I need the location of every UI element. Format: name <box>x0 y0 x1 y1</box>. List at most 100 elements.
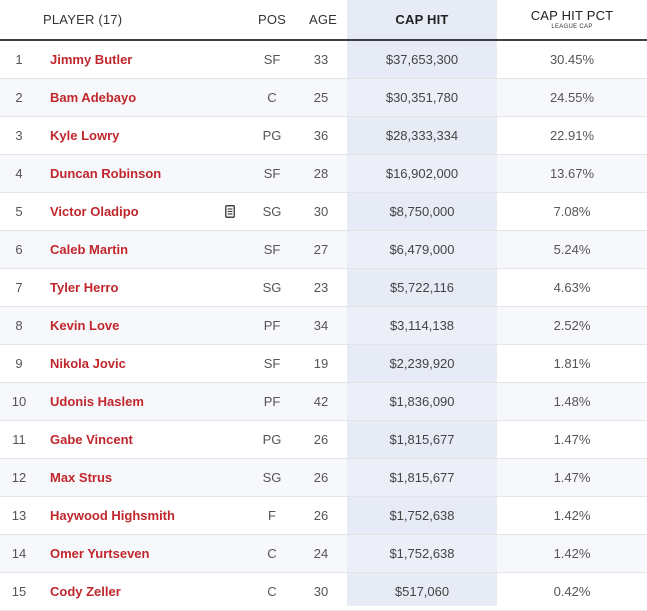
table-row: 3 Kyle Lowry PG 36 $28,333,334 22.91% <box>0 117 647 155</box>
cap-hit-pct-label: CAP HIT PCT <box>530 7 614 23</box>
rank-cell: 10 <box>11 394 27 409</box>
note-cell <box>224 383 236 420</box>
rank-cell: 11 <box>12 432 26 447</box>
player-name-link[interactable]: Tyler Herro <box>50 280 119 295</box>
table-row: 4 Duncan Robinson SF 28 $16,902,000 13.6… <box>0 155 647 193</box>
document-icon[interactable] <box>225 205 235 218</box>
player-name-link[interactable]: Caleb Martin <box>50 242 129 257</box>
note-cell <box>224 117 236 154</box>
player-name-link[interactable]: Udonis Haslem <box>50 394 144 409</box>
rank-cell: 3 <box>15 128 23 143</box>
rank-cell: 8 <box>15 318 23 333</box>
rank-cell: 2 <box>15 90 23 105</box>
table-row: 14 Omer Yurtseven C 24 $1,752,638 1.42% <box>0 535 647 573</box>
age-cell: 36 <box>313 128 329 143</box>
note-cell <box>224 535 236 572</box>
age-cell: 33 <box>313 52 329 67</box>
cap-hit-pct-cell: 1.42% <box>553 508 591 523</box>
table-body: 1 Jimmy Butler SF 33 $37,653,300 30.45% … <box>0 41 647 611</box>
rank-cell: 12 <box>11 470 27 485</box>
table-row: 10 Udonis Haslem PF 42 $1,836,090 1.48% <box>0 383 647 421</box>
table-row: 2 Bam Adebayo C 25 $30,351,780 24.55% <box>0 79 647 117</box>
note-cell <box>224 421 236 458</box>
position-cell: C <box>267 90 277 105</box>
position-cell: C <box>267 546 277 561</box>
player-name-link[interactable]: Omer Yurtseven <box>50 546 150 561</box>
age-cell: 42 <box>313 394 329 409</box>
player-name-link[interactable]: Jimmy Butler <box>50 52 133 67</box>
position-cell: C <box>267 584 277 599</box>
position-cell: SF <box>263 242 281 257</box>
note-cell <box>224 497 236 534</box>
position-cell: SG <box>262 280 282 295</box>
cap-hit-cell: $30,351,780 <box>385 90 459 105</box>
rank-cell: 15 <box>11 584 27 599</box>
cap-hit-pct-cell: 1.81% <box>553 356 591 371</box>
rank-cell: 1 <box>15 52 23 67</box>
player-name-link[interactable]: Gabe Vincent <box>50 432 133 447</box>
note-cell <box>224 573 236 610</box>
cap-hit-cell: $1,752,638 <box>389 508 455 523</box>
table-row: 13 Haywood Highsmith F 26 $1,752,638 1.4… <box>0 497 647 535</box>
cap-hit-cell: $517,060 <box>394 584 450 599</box>
cap-hit-cell: $1,815,677 <box>389 432 455 447</box>
player-name-link[interactable]: Max Strus <box>50 470 113 485</box>
cap-hit-pct-cell: 1.47% <box>553 432 591 447</box>
column-header-pos[interactable]: POS <box>258 12 287 27</box>
cap-hit-cell: $5,722,116 <box>389 280 455 295</box>
position-cell: PF <box>263 318 281 333</box>
player-name-link[interactable]: Kevin Love <box>50 318 120 333</box>
age-cell: 26 <box>313 508 329 523</box>
column-header-cap-hit[interactable]: CAP HIT <box>395 12 449 27</box>
table-row: 7 Tyler Herro SG 23 $5,722,116 4.63% <box>0 269 647 307</box>
table-row: 11 Gabe Vincent PG 26 $1,815,677 1.47% <box>0 421 647 459</box>
cap-hit-pct-cell: 22.91% <box>549 128 595 143</box>
position-cell: SF <box>263 52 281 67</box>
cap-hit-cell: $2,239,920 <box>389 356 455 371</box>
position-cell: PF <box>263 394 281 409</box>
column-header-age[interactable]: AGE <box>309 12 338 27</box>
player-name-link[interactable]: Victor Oladipo <box>50 204 139 219</box>
note-cell <box>224 155 236 192</box>
cap-hit-cell: $16,902,000 <box>385 166 459 181</box>
age-cell: 26 <box>313 470 329 485</box>
cap-hit-cell: $37,653,300 <box>385 52 459 67</box>
age-cell: 28 <box>313 166 329 181</box>
note-cell <box>224 345 236 382</box>
cap-hit-pct-cell: 30.45% <box>549 52 595 67</box>
note-cell <box>224 307 236 344</box>
player-name-link[interactable]: Cody Zeller <box>50 584 121 599</box>
position-cell: SG <box>262 204 282 219</box>
player-name-link[interactable]: Haywood Highsmith <box>50 508 175 523</box>
position-cell: SG <box>262 470 282 485</box>
cap-hit-cell: $1,815,677 <box>389 470 455 485</box>
player-name-link[interactable]: Nikola Jovic <box>50 356 126 371</box>
cap-hit-cell: $1,752,638 <box>389 546 455 561</box>
player-name-link[interactable]: Kyle Lowry <box>50 128 120 143</box>
rank-cell: 5 <box>15 204 23 219</box>
column-header-cap-hit-pct[interactable]: CAP HIT PCT LEAGUE CAP <box>497 0 647 39</box>
position-cell: PG <box>262 128 282 143</box>
player-name-link[interactable]: Duncan Robinson <box>50 166 162 181</box>
cap-hit-pct-cell: 1.48% <box>553 394 591 409</box>
cap-hit-cell: $1,836,090 <box>389 394 455 409</box>
age-cell: 19 <box>313 356 329 371</box>
table-row: 8 Kevin Love PF 34 $3,114,138 2.52% <box>0 307 647 345</box>
table-header: PLAYER (17) POS AGE CAP HIT CAP HIT PCT … <box>0 0 647 41</box>
age-cell: 27 <box>313 242 329 257</box>
league-cap-sublabel: LEAGUE CAP <box>551 23 593 30</box>
position-cell: PG <box>262 432 282 447</box>
player-name-link[interactable]: Bam Adebayo <box>50 90 137 105</box>
age-cell: 25 <box>313 90 329 105</box>
position-cell: SF <box>263 166 281 181</box>
column-header-player[interactable]: PLAYER (17) <box>43 12 123 27</box>
table-row: 15 Cody Zeller C 30 $517,060 0.42% <box>0 573 647 611</box>
cap-hit-pct-cell: 2.52% <box>553 318 591 333</box>
cap-hit-cell: $3,114,138 <box>389 318 455 333</box>
cap-hit-pct-cell: 0.42% <box>553 584 591 599</box>
age-cell: 24 <box>313 546 329 561</box>
age-cell: 23 <box>313 280 329 295</box>
table-row: 6 Caleb Martin SF 27 $6,479,000 5.24% <box>0 231 647 269</box>
cap-hit-pct-cell: 13.67% <box>549 166 595 181</box>
